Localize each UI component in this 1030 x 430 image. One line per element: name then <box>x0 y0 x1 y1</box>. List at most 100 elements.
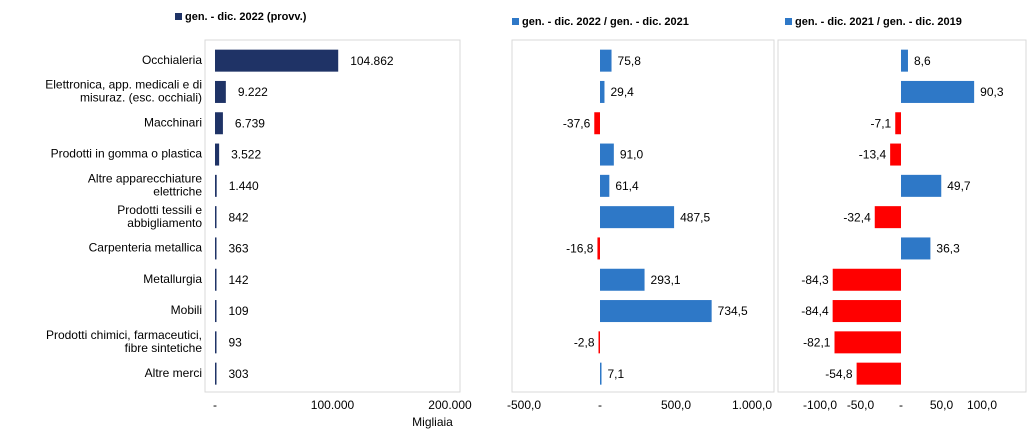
value-label: 104.862 <box>350 54 394 68</box>
bar <box>215 206 217 229</box>
y-tick-label: Elettronica, app. medicali e di <box>45 78 202 92</box>
value-label: 91,0 <box>620 148 644 162</box>
value-label: 90,3 <box>980 85 1004 99</box>
y-tick-label: Macchinari <box>144 115 202 129</box>
y-tick-label: Altre apparecchiature <box>88 172 202 186</box>
x-tick-label: 50,0 <box>930 398 954 412</box>
legend-label: gen. - dic. 2022 / gen. - dic. 2021 <box>522 16 689 28</box>
bar <box>901 237 931 260</box>
value-label: 7,1 <box>608 367 625 381</box>
bar <box>890 143 901 166</box>
value-label: 293,1 <box>651 273 681 287</box>
y-tick-label: abbigliamento <box>127 216 202 230</box>
value-label: 29,4 <box>610 85 634 99</box>
panel-frame <box>204 39 461 393</box>
bar <box>215 49 339 72</box>
bar <box>597 237 600 260</box>
legend-label: gen. - dic. 2022 (provv.) <box>185 11 307 23</box>
bar <box>215 112 223 135</box>
y-tick-label: Carpenteria metallica <box>89 241 203 255</box>
bar <box>901 174 942 197</box>
bar <box>600 300 712 323</box>
y-tick-label: Metallurgia <box>143 272 202 286</box>
value-label: -16,8 <box>566 242 594 256</box>
bar <box>832 300 901 323</box>
panel-frame <box>777 39 1027 393</box>
x-tick-label: 100,0 <box>967 398 997 412</box>
y-tick-label: Mobili <box>171 303 202 317</box>
value-label: -7,1 <box>871 116 892 130</box>
value-label: 487,5 <box>680 210 710 224</box>
bar <box>600 80 605 103</box>
value-label: 9.222 <box>238 85 268 99</box>
value-label: -37,6 <box>563 116 591 130</box>
bar <box>832 268 901 291</box>
x-tick-label: - <box>598 398 602 412</box>
legend-swatch <box>175 13 182 20</box>
value-label: -82,1 <box>803 336 831 350</box>
y-tick-label: misuraz. (esc. occhiali) <box>80 91 202 105</box>
x-tick-label: 100.000 <box>311 398 355 412</box>
y-tick-label: fibre sintetiche <box>125 341 203 355</box>
x-tick-label: -500,0 <box>507 398 541 412</box>
value-label: -84,4 <box>801 304 829 318</box>
bar <box>215 268 217 291</box>
value-label: 36,3 <box>936 242 960 256</box>
x-tick-label: 1.000,0 <box>732 398 772 412</box>
bar <box>856 362 901 385</box>
bar <box>215 362 217 385</box>
bar <box>834 331 901 354</box>
legend-label: gen. - dic. 2021 / gen. - dic. 2019 <box>795 16 962 28</box>
bar <box>215 174 217 197</box>
y-tick-label: Prodotti in gomma o plastica <box>51 147 203 161</box>
value-label: 75,8 <box>618 54 642 68</box>
y-tick-label: Altre merci <box>145 366 202 380</box>
y-tick-label: elettriche <box>153 185 202 199</box>
value-label: 363 <box>229 242 249 256</box>
value-label: 6.739 <box>235 116 265 130</box>
bar <box>600 143 614 166</box>
value-label: -13,4 <box>859 148 887 162</box>
bar <box>600 268 645 291</box>
value-label: 842 <box>229 210 249 224</box>
x-tick-label: - <box>899 398 903 412</box>
bar <box>874 206 901 229</box>
x-tick-label: -100,0 <box>803 398 837 412</box>
legend-swatch <box>512 18 519 25</box>
x-tick-label: - <box>213 398 217 412</box>
value-label: 734,5 <box>718 304 748 318</box>
value-label: 49,7 <box>947 179 971 193</box>
bar <box>215 80 226 103</box>
bar <box>600 206 675 229</box>
x-tick-label: 500,0 <box>661 398 691 412</box>
bar <box>594 112 600 135</box>
value-label: 61,4 <box>615 179 639 193</box>
value-label: -54,8 <box>825 367 853 381</box>
value-label: 303 <box>229 367 249 381</box>
value-label: 3.522 <box>231 148 261 162</box>
x-tick-label: -50,0 <box>847 398 875 412</box>
bar <box>215 300 217 323</box>
legend-swatch <box>785 18 792 25</box>
bar <box>895 112 901 135</box>
bar <box>215 143 220 166</box>
value-label: -2,8 <box>574 336 595 350</box>
value-label: 93 <box>229 336 243 350</box>
x-tick-label: 200.000 <box>428 398 472 412</box>
value-label: 109 <box>229 304 249 318</box>
bar <box>600 362 602 385</box>
value-label: -32,4 <box>843 210 871 224</box>
x-axis-label: Migliaia <box>412 415 453 429</box>
value-label: 8,6 <box>914 54 931 68</box>
bar <box>215 331 217 354</box>
bar <box>215 237 217 260</box>
value-label: -84,3 <box>801 273 829 287</box>
value-label: 1.440 <box>229 179 259 193</box>
y-tick-label: Occhialeria <box>142 53 202 67</box>
value-label: 142 <box>229 273 249 287</box>
panel-frame <box>511 39 775 393</box>
bar <box>600 174 610 197</box>
bar <box>600 49 612 72</box>
y-tick-label: Prodotti tessili e <box>117 203 202 217</box>
